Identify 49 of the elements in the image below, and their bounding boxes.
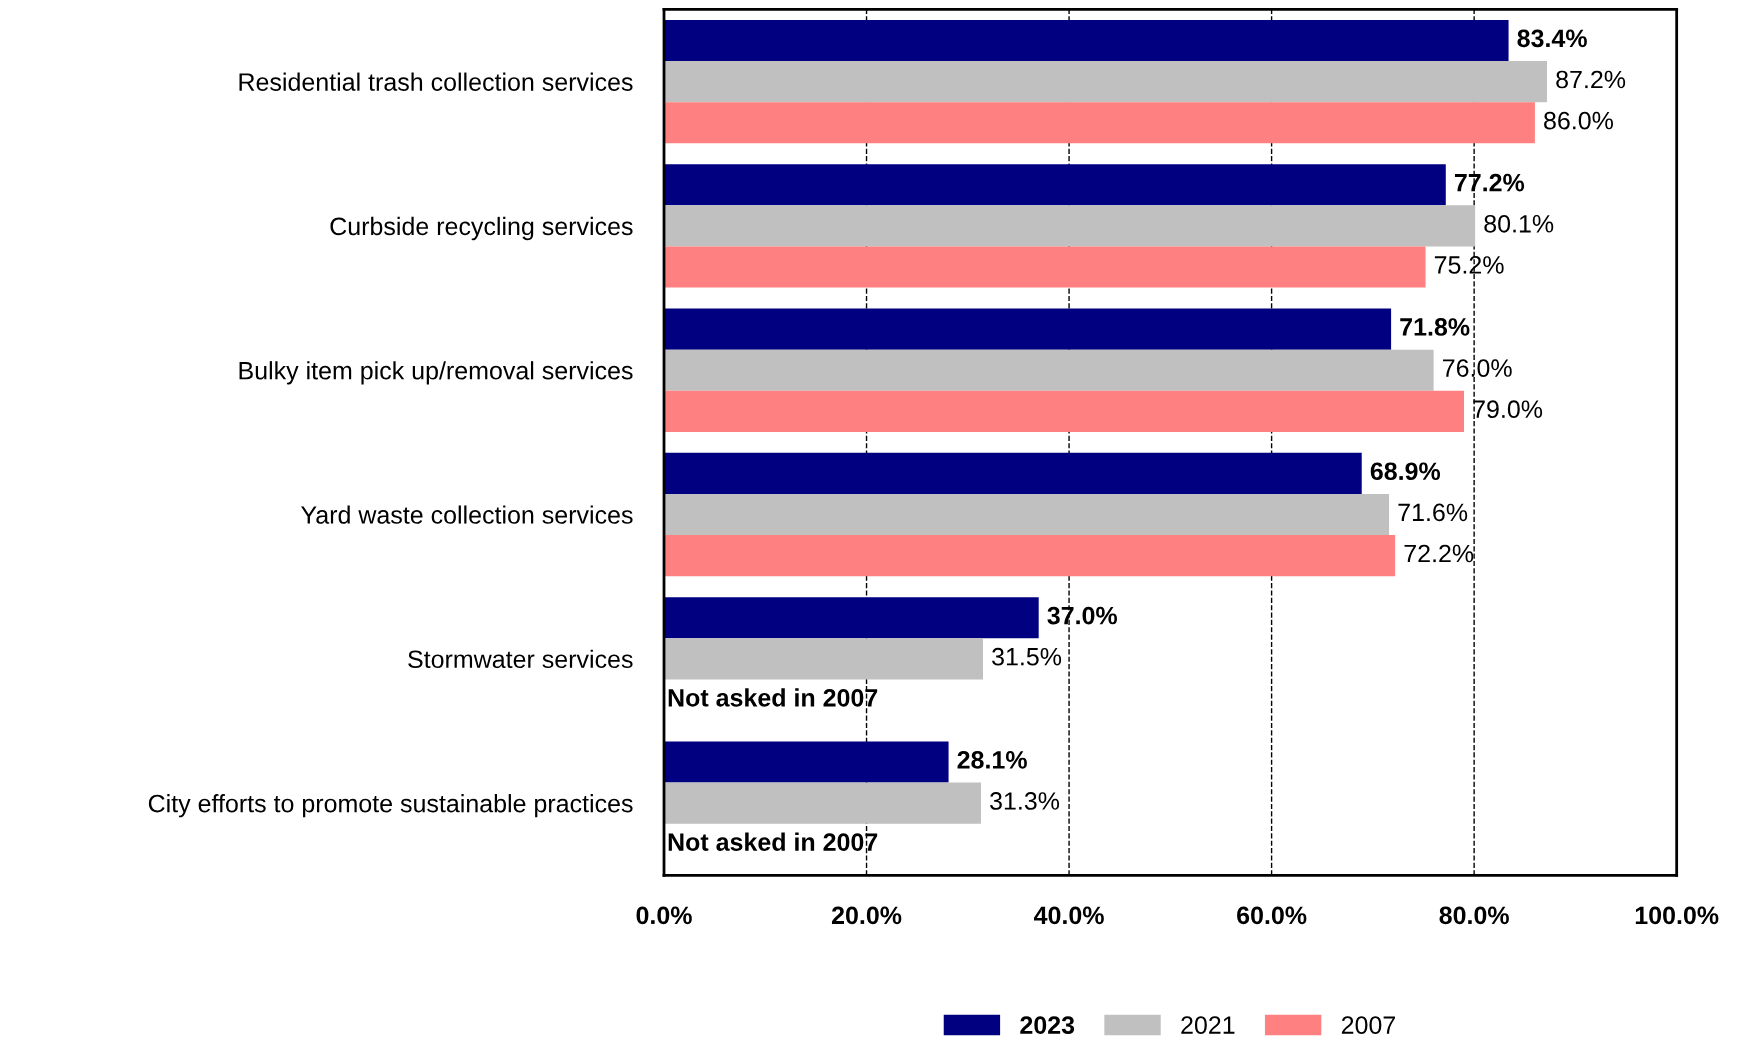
x-tick-label: 20.0% <box>831 906 902 925</box>
bar <box>664 205 1476 247</box>
text: Not asked in 2007 <box>668 832 878 851</box>
text: Not asked in 2007 <box>668 688 878 707</box>
x-tick-label: 80.0% <box>1439 906 1509 925</box>
x-tick-label: 40.0% <box>1034 906 1104 925</box>
bar <box>664 102 1535 144</box>
y-tick-label: City efforts to promote sustainable practices <box>148 794 633 818</box>
y-tick-label: Curbside recycling services <box>330 216 633 241</box>
bar <box>664 164 1446 206</box>
bar <box>664 597 1039 639</box>
bar <box>664 61 1548 103</box>
bar <box>664 741 949 783</box>
data-label: 28.1% <box>957 751 1027 769</box>
data-label: 79.0% <box>1473 400 1543 419</box>
data-label: 68.9% <box>1370 462 1441 481</box>
legend-label: 2023 <box>1020 1016 1075 1034</box>
data-label: 86.0% <box>1544 111 1613 130</box>
bar <box>664 452 1362 494</box>
y-tick-label: Bulky item pick up/removal services <box>239 361 633 385</box>
data-label: 31.3% <box>990 792 1060 810</box>
data-label: 71.6% <box>1398 503 1468 522</box>
x-tick-label: 60.0% <box>1237 906 1307 925</box>
data-label: 31.5% <box>992 647 1062 666</box>
x-tick-label: 0.0% <box>636 906 692 925</box>
data-label: 77.2% <box>1454 173 1525 192</box>
bar <box>664 19 1509 62</box>
bar <box>664 390 1465 432</box>
legend-label: 2021 <box>1181 1016 1235 1034</box>
data-label: 83.4% <box>1517 29 1587 48</box>
x-tick-label: 100.0% <box>1635 906 1719 925</box>
bar <box>664 535 1396 577</box>
data-label: 75.2% <box>1434 256 1504 274</box>
y-tick-label: Yard waste collection services <box>301 505 633 524</box>
data-label: 71.8% <box>1400 318 1470 336</box>
data-label: 76.0% <box>1443 359 1512 377</box>
bar <box>664 349 1434 391</box>
bar <box>664 308 1392 350</box>
legend-label: 2007 <box>1341 1016 1395 1034</box>
y-tick-label: Stormwater services <box>408 649 633 669</box>
data-label: 37.0% <box>1047 606 1118 625</box>
bar <box>664 782 981 824</box>
data-label: 87.2% <box>1556 70 1626 89</box>
bar <box>664 493 1390 536</box>
bar <box>664 246 1426 288</box>
data-label: 80.1% <box>1484 214 1554 233</box>
y-tick-label: Residential trash collection services <box>239 72 633 91</box>
data-label: 72.2% <box>1404 544 1474 563</box>
bar <box>664 638 983 680</box>
